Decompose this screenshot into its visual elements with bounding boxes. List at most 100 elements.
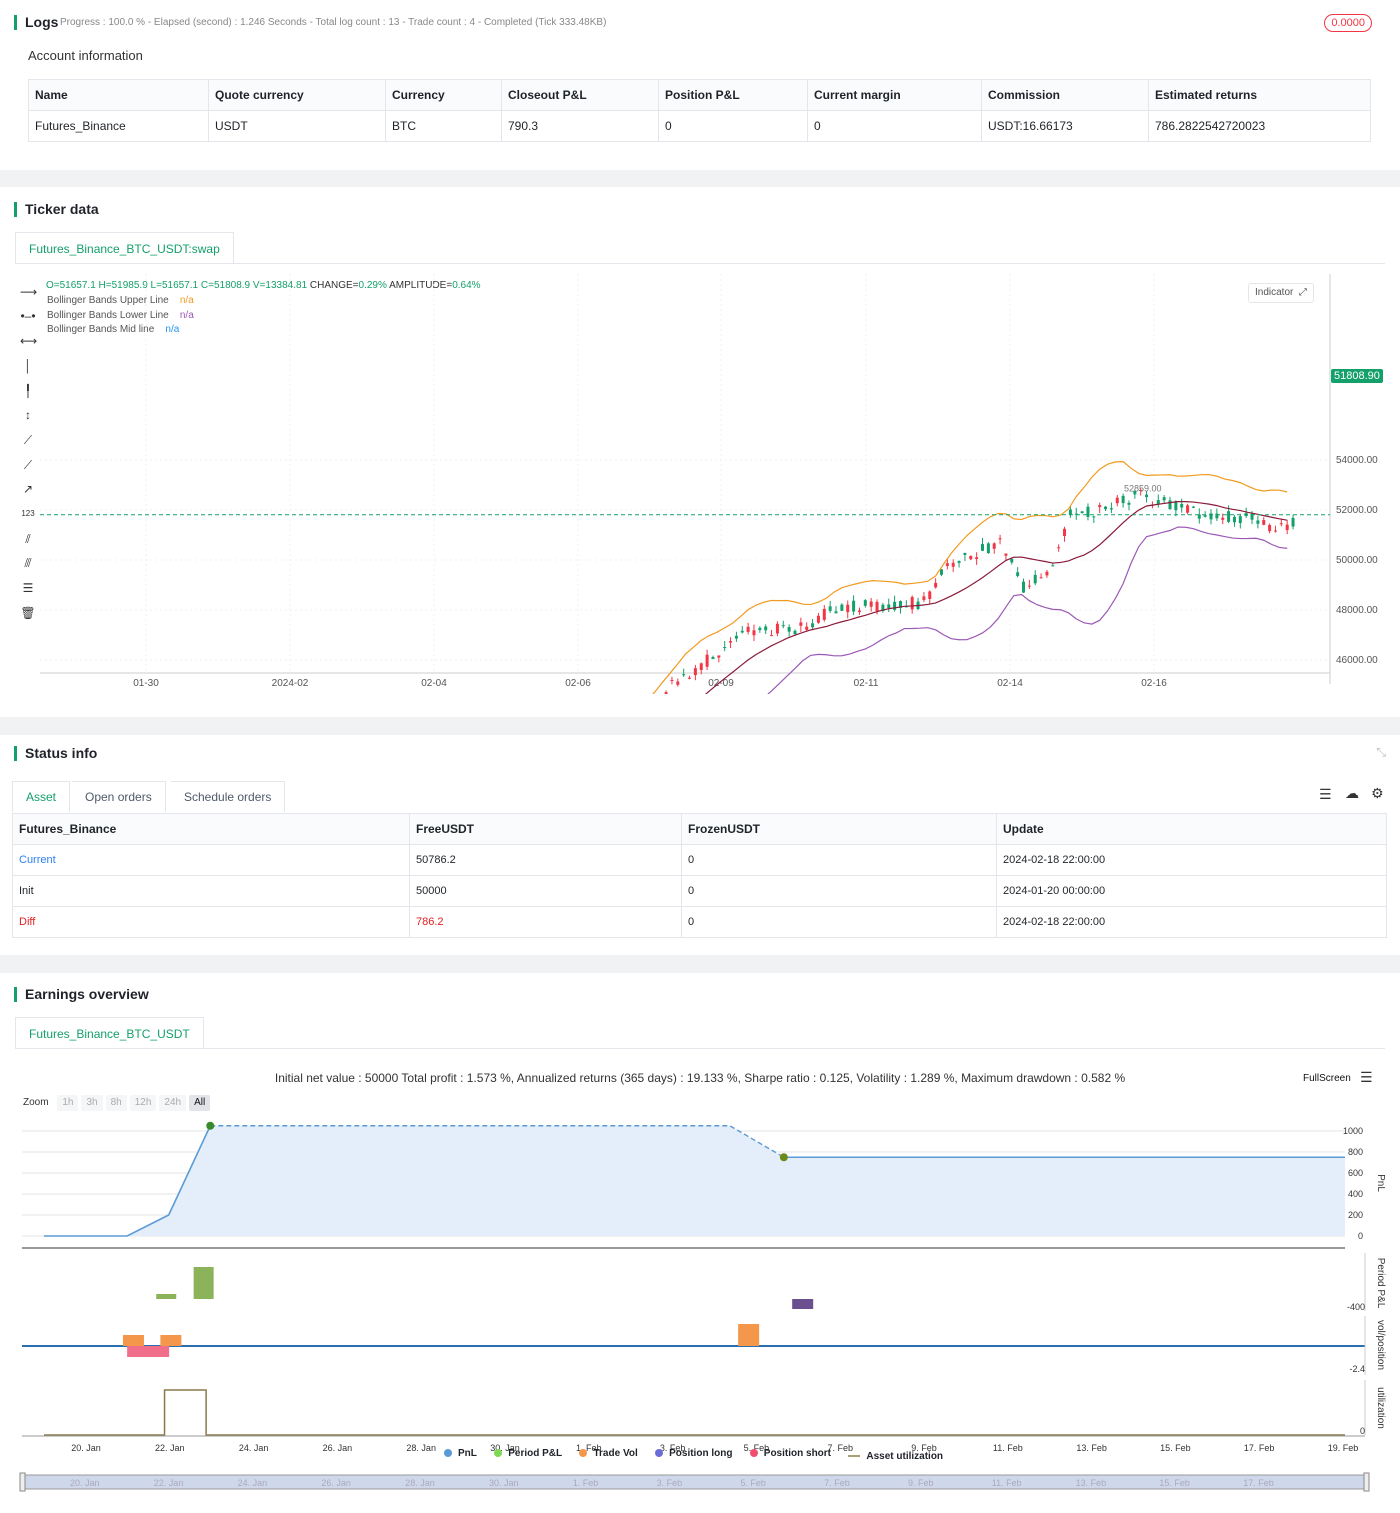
legend-label: Period P&L [508, 1447, 563, 1459]
earnings-title: Earnings overview [14, 987, 149, 1002]
row-label-current[interactable]: Current [12, 844, 410, 876]
horizontal-ray-icon[interactable]: ⟶ [20, 285, 38, 299]
tab-earnings-symbol[interactable]: Futures_Binance_BTC_USDT [15, 1017, 204, 1049]
vertical-segment-icon[interactable]: ↕ [25, 408, 31, 422]
zoom-12h-button[interactable]: 12h [129, 1095, 157, 1111]
zoom-1h-button[interactable]: 1h [57, 1095, 79, 1111]
fullscreen-button[interactable]: FullScreen [1303, 1073, 1351, 1084]
zoom-all-button[interactable]: All [189, 1095, 211, 1111]
candle-body [928, 591, 932, 599]
x-tick-label: 22. Jan [155, 1443, 185, 1453]
candle-body [1033, 574, 1037, 584]
indicator-button[interactable]: Indicator ⤢ [1248, 283, 1314, 303]
ticker-panel: Ticker data Futures_Binance_BTC_USDT:swa… [0, 187, 1400, 717]
vertical-ray-icon[interactable]: ╿ [24, 384, 32, 398]
legend-position-long[interactable]: Position long [655, 1448, 732, 1459]
candle-body [1063, 528, 1067, 537]
list-view-icon[interactable]: ☰ [1319, 786, 1332, 802]
navigator-tick-label: 28. Jan [405, 1478, 435, 1488]
collapse-icon[interactable]: ⤡ [1376, 745, 1386, 759]
y-tick-label: 200 [1348, 1210, 1363, 1220]
vertical-line-icon[interactable]: │ [24, 359, 32, 373]
candlestick-chart[interactable]: 54000.00 52000.00 50000.00 48000.00 46000.00… [40, 274, 1390, 694]
table-row: Futures_Binance USDT BTC 790.3 0 0 USDT:… [28, 110, 1371, 142]
x-tick-label: 5. Feb [744, 1443, 770, 1453]
candle-body [811, 623, 815, 628]
table-header: FrozenUSDT [681, 813, 997, 845]
table-header: FreeUSDT [409, 813, 682, 845]
y-tick-label: 0 [1360, 1426, 1365, 1436]
fib-retracement-icon[interactable]: ☰ [22, 581, 34, 595]
navigator-tick-label: 17. Feb [1243, 1478, 1274, 1488]
candle-body [992, 543, 996, 549]
tab-ticker-symbol[interactable]: Futures_Binance_BTC_USDT:swap [15, 232, 234, 264]
tab-schedule-orders[interactable]: Schedule orders [171, 781, 286, 812]
x-tick-label: 26. Jan [323, 1443, 353, 1453]
table-cell: BTC [385, 110, 502, 142]
candle-body [1186, 505, 1190, 513]
zoom-3h-button[interactable]: 3h [81, 1095, 103, 1111]
navigator-tick-label: 26. Jan [321, 1478, 351, 1488]
candle-body [1139, 490, 1143, 492]
horizontal-segment-icon[interactable]: ⟷ [20, 334, 38, 348]
earnings-chart[interactable]: 1000 800 600 400 200 0 PnL -400 Period P&L -2.4 vo… [0, 1113, 1400, 1493]
parallel-channel-icon[interactable]: ⫽ [25, 532, 31, 546]
table-header: Name [28, 79, 209, 111]
table-cell: 0 [658, 110, 808, 142]
candle-body [729, 641, 733, 643]
candle-body [998, 538, 1002, 540]
candle-body [1086, 506, 1090, 517]
legend-period-pnl[interactable]: Period P&L [494, 1448, 562, 1459]
candle-body [1203, 515, 1207, 517]
y-tick-label: 800 [1348, 1147, 1363, 1157]
horizontal-line-icon[interactable]: •–• [20, 309, 36, 323]
legend-mid: Bollinger Bands Mid line n/a [47, 323, 194, 338]
arrow-line-icon[interactable]: ↗ [22, 482, 34, 496]
legend-trade-vol[interactable]: Trade Vol [579, 1448, 638, 1459]
candle-body [682, 674, 686, 676]
earnings-legend: PnL Period P&L Trade Vol Position long P… [444, 1446, 957, 1462]
ohlc-amplitude: 0.64% [452, 280, 481, 291]
legend-upper-value: n/a [179, 295, 194, 306]
navigator-tick-label: 13. Feb [1076, 1478, 1107, 1488]
candle-body [934, 582, 938, 588]
candle-body [764, 626, 768, 631]
candle-body [1027, 585, 1031, 587]
candle-body [1004, 553, 1008, 556]
candle-body [1109, 508, 1113, 510]
table-cell: USDT:16.66173 [981, 110, 1149, 142]
x-tick-label: 02-06 [565, 678, 591, 689]
candle-body [1022, 581, 1026, 593]
legend-upper-name: Bollinger Bands Upper Line [47, 295, 169, 306]
gear-icon[interactable]: ⚙ [1371, 785, 1384, 801]
fib-channel-icon[interactable]: ⫻ [24, 556, 32, 570]
candle-body [787, 627, 791, 632]
candle-body [945, 563, 949, 567]
candle-body [1051, 565, 1055, 567]
y-tick-label: 1000 [1343, 1126, 1363, 1136]
expand-icon[interactable]: ⤢ [1298, 287, 1307, 298]
ray-line-icon[interactable]: ⟋ [23, 458, 33, 472]
trade-vol-bar [122, 1335, 144, 1346]
navigator-tick-label: 24. Jan [238, 1478, 268, 1488]
menu-icon[interactable]: ☰ [1360, 1069, 1373, 1085]
candle-body [922, 596, 926, 600]
download-icon[interactable]: ☁ [1345, 785, 1359, 801]
table-header: Current margin [807, 79, 982, 111]
ohlc-close: C=51808.9 [200, 280, 251, 291]
candle-body [1121, 495, 1125, 504]
legend-asset-utilization[interactable]: Asset utilization [848, 1451, 943, 1462]
candle-body [1279, 523, 1283, 525]
candle-body [693, 668, 697, 676]
zoom-24h-button[interactable]: 24h [159, 1095, 187, 1111]
ohlc-change: 0.29% [358, 280, 387, 291]
legend-position-short[interactable]: Position short [749, 1448, 831, 1459]
price-label-icon[interactable]: 123 [21, 509, 35, 518]
trash-icon[interactable]: 🗑 [20, 606, 36, 620]
tab-open-orders[interactable]: Open orders [72, 781, 166, 812]
trend-line-icon[interactable]: ⟋ [23, 433, 33, 447]
zoom-8h-button[interactable]: 8h [105, 1095, 127, 1111]
legend-pnl[interactable]: PnL [444, 1448, 477, 1459]
row-label-init: Init [12, 875, 410, 907]
tab-asset[interactable]: Asset [12, 781, 71, 812]
